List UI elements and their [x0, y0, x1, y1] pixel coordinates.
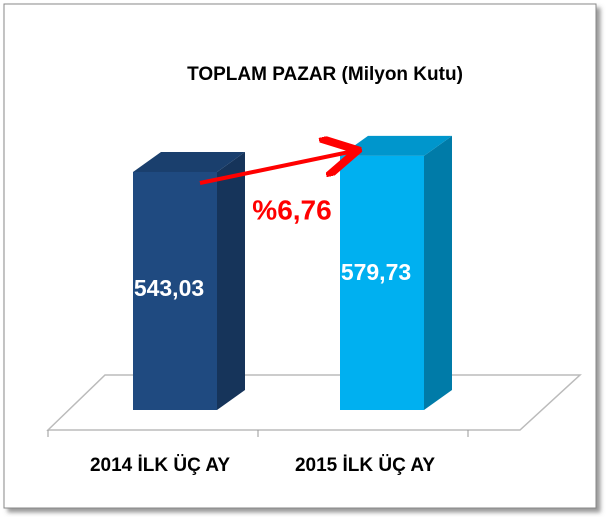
value-label: 543,03 — [134, 275, 204, 301]
value-label: 579,73 — [341, 259, 411, 285]
bar — [133, 171, 217, 410]
arrow — [199, 151, 354, 185]
floor — [46, 374, 582, 431]
bar-side — [424, 135, 452, 410]
x-tick-label: 2014 İLK ÜÇ AY — [90, 455, 230, 476]
annotation: %6,76 — [252, 194, 331, 225]
bar-top — [133, 151, 245, 172]
bar-side — [217, 151, 245, 410]
bar — [340, 155, 424, 410]
bar-top — [340, 135, 452, 156]
chart-title: TOPLAM PAZAR (Milyon Kutu) — [187, 64, 463, 85]
bars — [133, 135, 452, 410]
x-tick-label: 2015 İLK ÜÇ AY — [295, 455, 435, 476]
